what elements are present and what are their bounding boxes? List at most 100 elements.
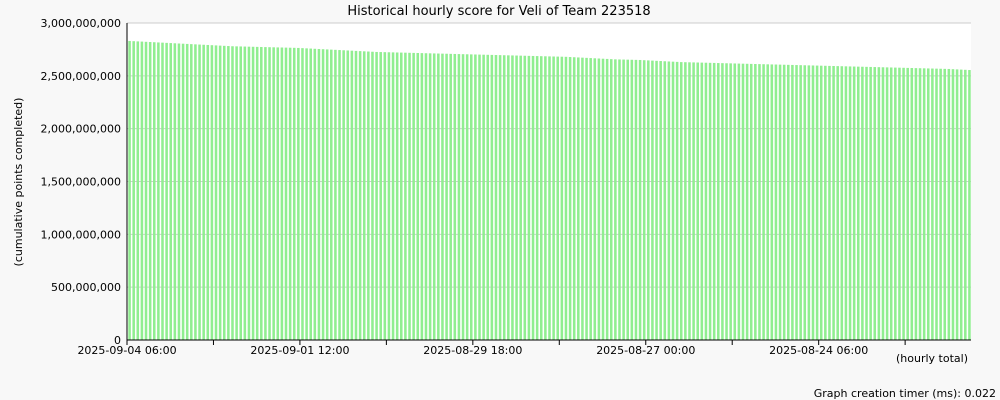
bar — [955, 69, 959, 340]
bar — [844, 66, 848, 340]
bar — [717, 63, 720, 340]
bar — [622, 59, 625, 340]
bar — [964, 69, 967, 340]
bar — [400, 52, 403, 340]
bar — [227, 46, 230, 340]
bar — [605, 58, 609, 340]
bar — [453, 53, 457, 341]
bar — [218, 45, 222, 340]
bar — [432, 53, 436, 340]
bar — [828, 65, 831, 340]
bar — [754, 63, 757, 341]
bar — [511, 55, 514, 340]
bar — [387, 52, 391, 341]
bar — [766, 64, 769, 340]
bar — [803, 65, 807, 341]
bar — [416, 53, 420, 340]
bar — [832, 66, 835, 340]
bar — [614, 59, 617, 340]
x-tick-label: 2025-09-01 12:00 — [250, 344, 349, 357]
graph-timer: Graph creation timer (ms): 0.022 — [814, 387, 996, 400]
bar — [375, 51, 378, 340]
bar — [947, 68, 951, 340]
bar — [132, 41, 135, 340]
bar — [865, 66, 868, 340]
bar — [173, 43, 177, 341]
bar — [741, 63, 745, 340]
bar — [297, 47, 300, 341]
bar — [198, 44, 201, 340]
bar — [177, 43, 181, 341]
bar — [811, 65, 815, 340]
bar — [465, 54, 469, 340]
bar — [313, 48, 317, 341]
bar — [918, 68, 922, 340]
bar — [231, 46, 234, 340]
bar — [181, 43, 185, 341]
bar — [350, 50, 354, 341]
bar — [321, 49, 325, 341]
bar — [968, 70, 971, 340]
bar — [552, 56, 555, 340]
bar — [194, 44, 197, 340]
bar — [544, 56, 547, 340]
bar — [354, 50, 358, 341]
bar — [301, 48, 304, 340]
bar — [284, 47, 288, 341]
x-axis-label: (hourly total) — [896, 352, 968, 365]
bar — [358, 51, 362, 341]
bar — [222, 45, 226, 340]
bar — [902, 67, 905, 340]
bar — [309, 48, 312, 340]
bar — [774, 64, 778, 340]
y-tick-label: 3,000,000,000 — [41, 17, 121, 30]
bar — [638, 59, 642, 340]
bar — [247, 46, 251, 340]
bar — [140, 41, 144, 341]
bar — [469, 54, 473, 341]
bar — [362, 51, 366, 341]
bar — [601, 58, 605, 340]
bar — [330, 49, 333, 341]
x-tick-labels: 2025-09-04 06:00 2025-09-01 12:00 2025-08-… — [77, 340, 906, 357]
bar — [148, 42, 152, 341]
bar — [527, 55, 531, 340]
bar — [795, 65, 798, 341]
bar — [581, 57, 584, 341]
bar — [482, 54, 485, 340]
bar — [206, 44, 210, 340]
bar — [733, 63, 737, 340]
bar — [898, 67, 901, 341]
bar — [770, 64, 774, 341]
bar — [383, 52, 387, 340]
bar — [931, 68, 934, 341]
y-tick-label: 2,000,000,000 — [41, 123, 121, 136]
bar — [214, 45, 218, 340]
y-tick-label: 500,000,000 — [51, 281, 121, 294]
bar — [667, 61, 671, 340]
bar — [391, 52, 395, 340]
bar — [568, 57, 572, 341]
bar — [461, 54, 465, 341]
bar — [305, 48, 308, 341]
bar — [264, 47, 267, 340]
bar — [799, 65, 802, 340]
bar — [671, 61, 675, 340]
bar — [749, 63, 753, 340]
bar — [647, 60, 650, 340]
bar — [498, 55, 502, 340]
x-tick-label: 2025-08-27 00:00 — [596, 344, 695, 357]
bar — [675, 61, 679, 340]
bar — [696, 62, 699, 340]
bar — [873, 67, 877, 341]
bar — [239, 46, 242, 340]
bar — [852, 66, 856, 340]
bar — [737, 63, 741, 341]
bar — [922, 68, 926, 341]
bar — [869, 66, 872, 340]
bar — [712, 62, 716, 340]
bar — [185, 43, 189, 341]
bar — [725, 63, 728, 340]
bar — [412, 52, 415, 341]
